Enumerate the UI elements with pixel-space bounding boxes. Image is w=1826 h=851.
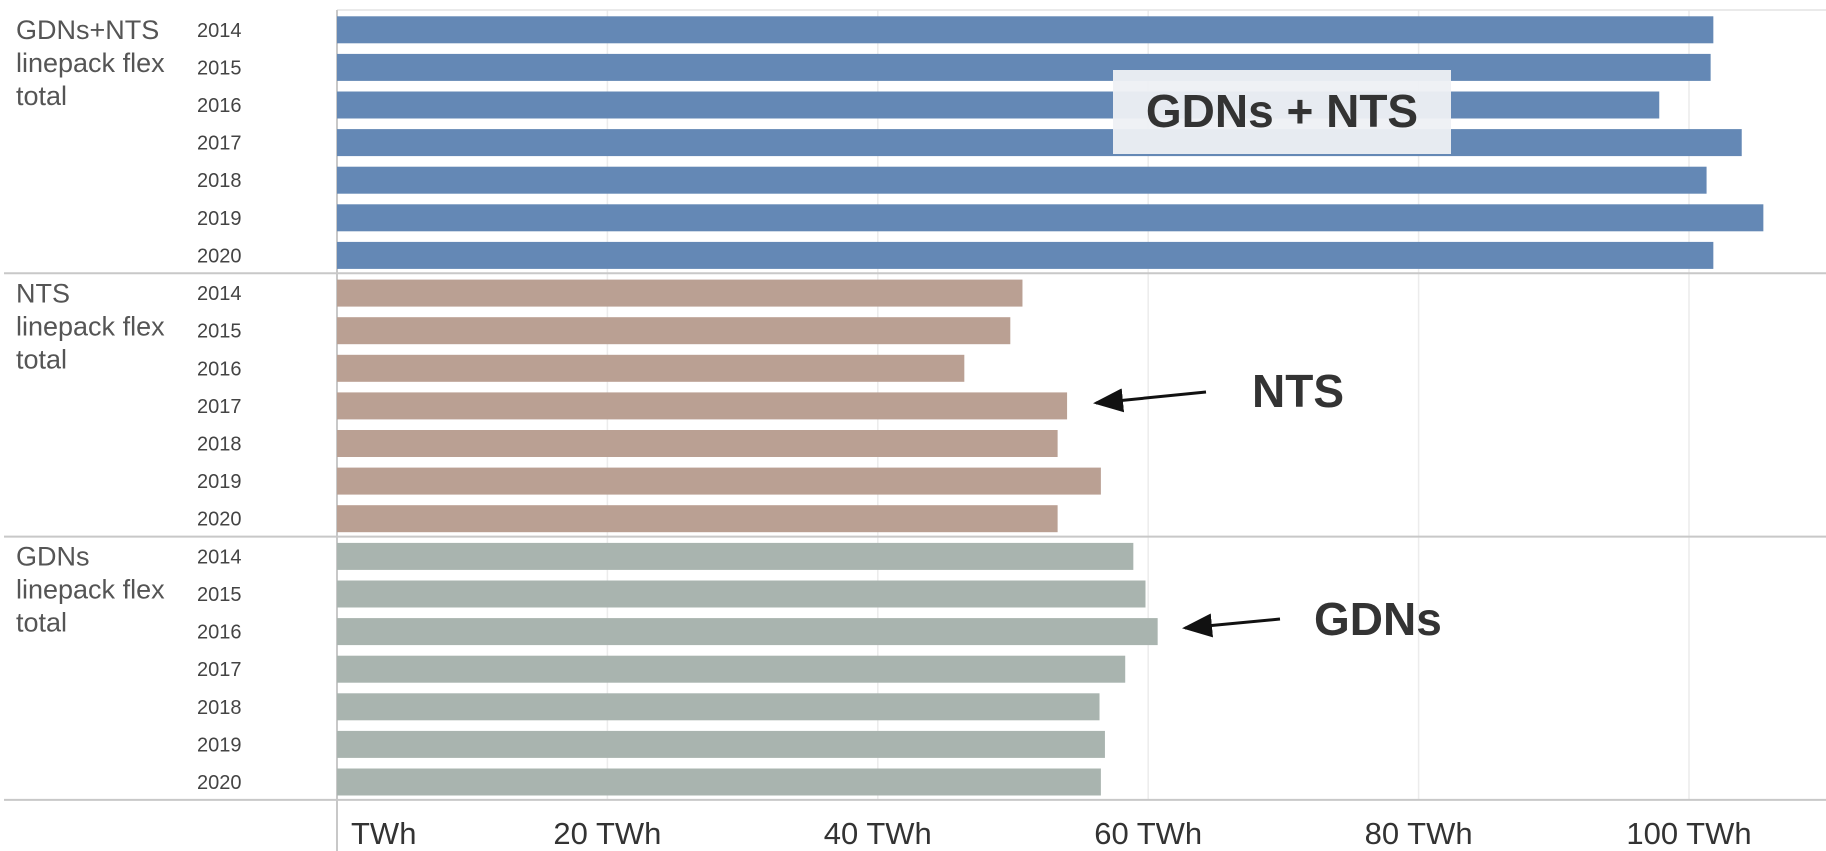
year-label: 2017: [197, 396, 242, 418]
bar: [337, 241, 1714, 269]
group-label: NTS: [16, 278, 70, 308]
bar: [337, 580, 1146, 608]
bar: [337, 768, 1101, 796]
x-tick-label: 80 TWh: [1365, 816, 1473, 851]
bar: [337, 430, 1058, 457]
bar: [337, 16, 1714, 44]
annotations: GDNs + NTS NTS GDNs: [1093, 70, 1451, 645]
bar: [337, 730, 1105, 758]
year-label: 2014: [197, 20, 242, 42]
bar: [337, 542, 1134, 570]
bar: [337, 279, 1023, 307]
group-label: linepack flex: [16, 48, 165, 78]
x-tick-label: 40 TWh: [824, 816, 932, 851]
callout-box: [1113, 70, 1451, 154]
year-label: 2016: [197, 358, 242, 380]
year-label: 2016: [197, 95, 242, 117]
bar: [337, 204, 1764, 232]
group-label: linepack flex: [16, 311, 165, 341]
year-label: 2014: [197, 283, 242, 305]
year-label: 2017: [197, 659, 242, 681]
bar: [337, 655, 1126, 683]
bar: [337, 53, 1711, 81]
bar: [337, 354, 965, 382]
bar: [337, 505, 1058, 533]
year-label: 2015: [197, 321, 242, 343]
year-label: 2014: [197, 546, 242, 568]
bar: [337, 392, 1068, 420]
callout-gdns-nts: GDNs + NTS: [1146, 85, 1418, 137]
year-label: 2018: [197, 697, 242, 719]
bars: [337, 16, 1764, 796]
x-tick-label: 60 TWh: [1094, 816, 1202, 851]
bar: [337, 91, 1660, 119]
year-label: 2015: [197, 57, 242, 79]
bar: [337, 618, 1158, 646]
year-label: 2019: [197, 208, 242, 230]
year-label: 2020: [197, 245, 242, 267]
year-label: 2016: [197, 622, 242, 644]
bar: [337, 166, 1707, 194]
x-tick-label: TWh: [351, 816, 416, 851]
arrow-nts: [1093, 388, 1207, 413]
x-tick-label: 20 TWh: [553, 816, 661, 851]
x-axis: TWh 20 TWh 40 TWh 60 TWh 80 TWh 100 TWh: [351, 816, 1752, 851]
year-label: 2020: [197, 772, 242, 794]
year-label: 2018: [197, 170, 242, 192]
year-label: 2018: [197, 434, 242, 456]
bar: [337, 317, 1011, 345]
callout-gdns: GDNs: [1314, 593, 1442, 645]
group-label: total: [16, 344, 67, 374]
group-label: GDNs: [16, 542, 90, 572]
x-tick-label: 100 TWh: [1626, 816, 1751, 851]
bar: [337, 467, 1101, 495]
year-label: 2019: [197, 734, 242, 756]
year-label: 2019: [197, 471, 242, 493]
year-label: 2020: [197, 509, 242, 531]
group-label: GDNs+NTS: [16, 15, 159, 45]
group-label: total: [16, 608, 67, 638]
bar: [337, 129, 1742, 157]
year-label: 2017: [197, 133, 242, 155]
bar: [337, 693, 1100, 721]
arrow-gdns: [1182, 613, 1281, 638]
group-label: total: [16, 81, 67, 111]
year-label: 2015: [197, 584, 242, 606]
callout-nts: NTS: [1252, 365, 1344, 417]
group-label: linepack flex: [16, 575, 165, 605]
